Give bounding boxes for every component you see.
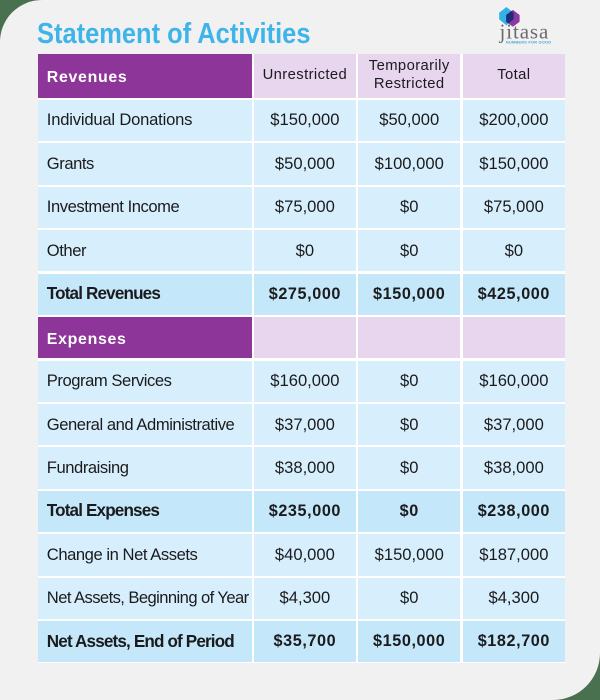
svg-text:NUMBERS FOR GOOD: NUMBERS FOR GOOD bbox=[506, 39, 552, 44]
svg-text:jitasa: jitasa bbox=[499, 19, 550, 43]
